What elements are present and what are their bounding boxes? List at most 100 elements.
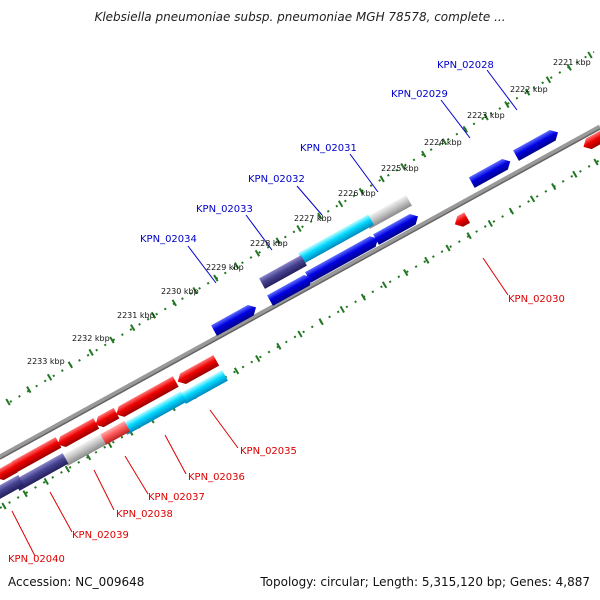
outer-scale-tick xyxy=(483,113,489,121)
accession-text: Accession: NC_009648 xyxy=(8,575,145,589)
scale-label-2233: 2233 kbp xyxy=(27,357,65,366)
outer-scale-tick xyxy=(337,200,344,208)
scale-label-2222: 2222 kbp xyxy=(510,85,548,94)
plus-gene-labels: KPN_02028 KPN_02029 KPN_02031 KPN_02032 … xyxy=(140,60,494,245)
outer-scale-tick xyxy=(130,324,136,332)
outer-scale-tick xyxy=(566,63,572,71)
gene-arrow-kpn-02031-overlap xyxy=(364,195,412,229)
outer-scale-tick xyxy=(213,274,219,282)
gene-label-kpn-02028[interactable]: KPN_02028 xyxy=(437,60,494,71)
inner-scale-tick xyxy=(297,330,303,338)
gene-arrow-kpn-02032[interactable] xyxy=(305,233,381,283)
gene-label-kpn-02031[interactable]: KPN_02031 xyxy=(300,143,357,154)
scale-label-2228: 2228 kbp xyxy=(250,239,288,248)
gene-arrow-kpn-upper-right[interactable] xyxy=(581,128,600,152)
outer-major-ticks xyxy=(5,51,593,406)
gene-label-kpn-02037[interactable]: KPN_02037 xyxy=(148,492,205,503)
outer-scale-tick xyxy=(296,224,302,233)
outer-scale-tick xyxy=(275,237,281,245)
inner-scale-tick xyxy=(43,477,49,485)
outer-scale-tick xyxy=(524,88,531,96)
inner-scale-tick xyxy=(64,465,71,473)
inner-scale-tick xyxy=(508,207,515,215)
inner-scale-tick xyxy=(255,355,261,363)
inner-scale-tick xyxy=(318,318,324,326)
gene-label-kpn-02030[interactable]: KPN_02030 xyxy=(508,294,565,305)
gene-label-kpn-02035[interactable]: KPN_02035 xyxy=(240,446,297,457)
outer-scale-tick xyxy=(587,51,593,59)
scale-label-2225: 2225 kbp xyxy=(381,164,419,173)
gene-label-kpn-02034[interactable]: KPN_02034 xyxy=(140,234,197,245)
gene-arrow-kpn-02039[interactable] xyxy=(7,437,62,475)
scale-labels: 2221 kbp 2222 kbp 2223 kbp 2224 kbp 2225… xyxy=(27,58,591,366)
gene-arrow-kpn-02038[interactable] xyxy=(55,418,100,450)
outer-scale-tick xyxy=(26,386,32,394)
plus-leader-lines xyxy=(187,69,518,284)
gene-arrow-kpn-02031[interactable] xyxy=(373,211,421,245)
gene-arrow-kpn-02035[interactable] xyxy=(175,355,220,387)
gene-arrow-kpn-02034[interactable] xyxy=(211,302,259,336)
gene-label-kpn-02029[interactable]: KPN_02029 xyxy=(391,89,448,100)
gene-label-kpn-02040[interactable]: KPN_02040 xyxy=(8,554,65,565)
outer-scale-tick xyxy=(441,138,448,146)
inner-scale-tick xyxy=(445,244,451,252)
gene-label-kpn-02039[interactable]: KPN_02039 xyxy=(72,530,129,541)
outer-scale-tick xyxy=(254,249,261,257)
gene-arrow-kpn-02037-lower xyxy=(99,420,131,446)
genome-backbone xyxy=(0,124,600,460)
scale-label-2221: 2221 kbp xyxy=(553,58,591,67)
outer-scale-tick xyxy=(545,76,552,84)
outer-scale-track xyxy=(9,51,595,403)
gene-arrow-kpn-02036[interactable] xyxy=(113,376,179,419)
inner-scale-tick xyxy=(360,293,367,301)
scale-label-2227: 2227 kbp xyxy=(294,214,332,223)
gene-arrow-kpn-02035-lower xyxy=(180,370,228,404)
outer-scale-tick xyxy=(233,262,240,270)
inner-scale-tick xyxy=(572,170,578,178)
gene-arrow-kpn-02037[interactable] xyxy=(93,407,120,430)
gene-arrow-kpn-02040[interactable] xyxy=(0,461,18,483)
scale-label-2224: 2224 kbp xyxy=(424,138,462,147)
gene-arrow-kpn-02036-lower xyxy=(121,391,187,435)
genome-backbone-shade xyxy=(0,128,600,460)
gene-label-kpn-02038[interactable]: KPN_02038 xyxy=(116,509,173,520)
outer-scale-tick xyxy=(150,311,157,319)
gene-arrow-kpn-02032-upper xyxy=(298,214,374,264)
map-title: Klebsiella pneumoniae subsp. pneumoniae … xyxy=(94,10,506,24)
inner-scale-tick xyxy=(381,281,388,289)
outer-scale-tick xyxy=(462,125,468,133)
minus-strand-genes xyxy=(0,128,600,500)
inner-scale-tick xyxy=(1,502,7,510)
outer-scale-tick xyxy=(379,175,385,183)
inner-scale-tick xyxy=(403,269,409,277)
topology-text: Topology: circular; Length: 5,315,120 bp… xyxy=(260,575,590,589)
gene-label-kpn-02036[interactable]: KPN_02036 xyxy=(188,472,245,483)
inner-scale-tick xyxy=(339,305,345,313)
gene-arrow-kpn-02033[interactable] xyxy=(267,272,315,306)
gene-label-kpn-02033[interactable]: KPN_02033 xyxy=(196,204,253,215)
gene-arrow-kpn-02033-upper xyxy=(259,255,307,289)
inner-scale-tick xyxy=(233,367,240,375)
outer-scale-tick xyxy=(504,101,510,109)
inner-scale-tick xyxy=(551,183,557,191)
scale-label-2231: 2231 kbp xyxy=(117,311,155,320)
gene-arrow-kpn-02029[interactable] xyxy=(468,156,513,188)
gene-arrow-kpn-02028[interactable] xyxy=(513,127,561,161)
scale-label-2223: 2223 kbp xyxy=(467,111,505,120)
outer-scale-tick xyxy=(171,299,177,307)
gene-arrow-kpn-02030[interactable] xyxy=(452,212,471,229)
outer-scale-tick xyxy=(88,348,94,356)
inner-scale-tick xyxy=(593,158,599,166)
inner-scale-tick xyxy=(276,342,282,350)
outer-scale-tick xyxy=(5,398,11,406)
scale-label-2232: 2232 kbp xyxy=(72,334,110,343)
gene-label-kpn-02032[interactable]: KPN_02032 xyxy=(248,174,305,185)
outer-scale-tick xyxy=(46,373,53,381)
plus-strand-genes xyxy=(211,127,561,336)
inner-scale-tick xyxy=(487,219,493,227)
outer-scale-tick xyxy=(400,163,406,171)
scale-label-2229: 2229 kbp xyxy=(206,263,244,272)
gene-arrow-kpn-02038-lower xyxy=(61,434,107,466)
outer-scale-tick xyxy=(192,286,198,294)
